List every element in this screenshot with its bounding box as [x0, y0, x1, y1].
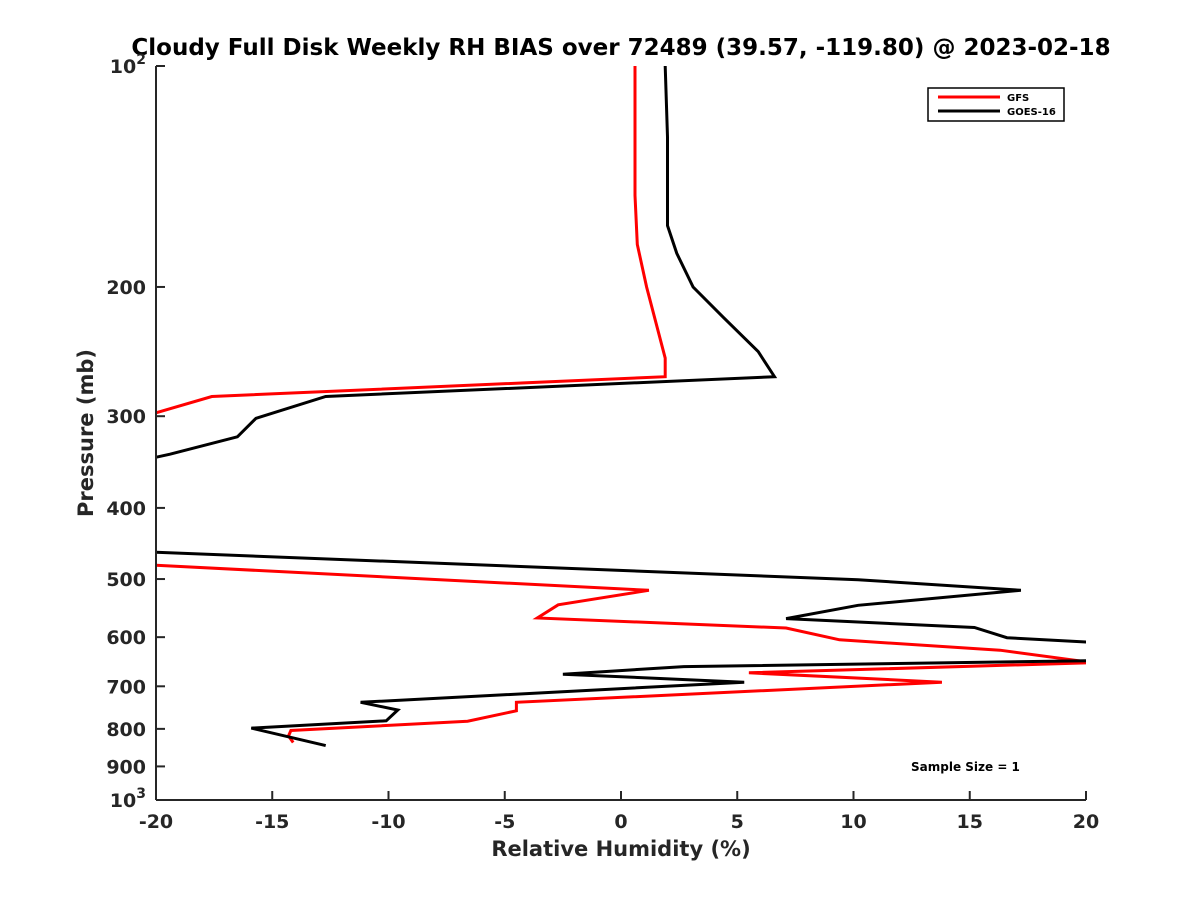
- x-axis-ticks: -20 -15 -10 -5 0 5 10 15 20: [139, 791, 1099, 833]
- y-tick-label: 600: [106, 627, 146, 649]
- x-axis-label: Relative Humidity (%): [491, 837, 750, 861]
- y-tick-label: 700: [106, 676, 146, 698]
- y-tick-label: 102: [110, 52, 146, 78]
- x-tick-label: -5: [494, 811, 515, 833]
- y-tick-label: 900: [106, 756, 146, 778]
- legend: GFS GOES-16: [927, 87, 1065, 122]
- x-tick-label: 10: [840, 811, 866, 833]
- legend-label-goes16: GOES-16: [1007, 107, 1056, 118]
- y-axis-ticks: 102 200 300 400 500 600 700 800 900 103: [106, 52, 165, 812]
- chart-title: Cloudy Full Disk Weekly RH BIAS over 724…: [131, 35, 1110, 61]
- x-tick-label: 20: [1073, 811, 1099, 833]
- y-tick-label: 500: [106, 569, 146, 591]
- sample-size-annotation: Sample Size = 1: [911, 760, 1020, 774]
- x-tick-label: -15: [255, 811, 289, 833]
- series-line-goes16: [156, 66, 1086, 748]
- x-tick-label: 15: [957, 811, 983, 833]
- y-tick-label: 103: [110, 786, 146, 812]
- y-tick-label: 300: [106, 406, 146, 428]
- y-tick-label: 800: [106, 719, 146, 741]
- legend-box: [927, 87, 1065, 122]
- x-tick-label: -10: [371, 811, 405, 833]
- x-tick-label: 5: [731, 811, 744, 833]
- x-tick-label: 0: [614, 811, 627, 833]
- series-line-gfs: [156, 66, 1086, 744]
- legend-label-gfs: GFS: [1007, 93, 1029, 104]
- y-tick-label: 200: [106, 277, 146, 299]
- series-layer: [156, 66, 1086, 748]
- x-tick-label: -20: [139, 811, 173, 833]
- y-tick-label: 400: [106, 498, 146, 520]
- y-axis-label: Pressure (mb): [74, 349, 98, 517]
